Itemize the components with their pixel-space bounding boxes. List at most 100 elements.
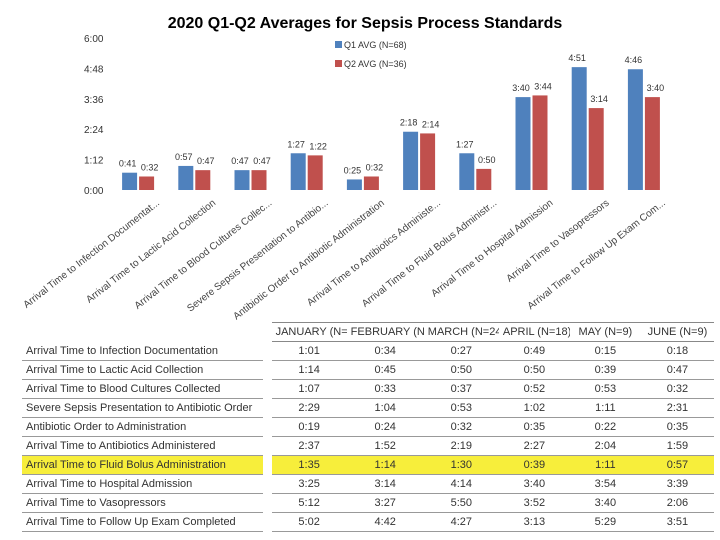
bar-q2 [532,95,548,190]
table-cell: 1:59 [640,436,714,456]
table-column-header: MARCH (N=24) [423,322,499,342]
table-corner [22,323,263,342]
bar-q1 [515,97,531,190]
table-row: Arrival Time to Blood Cultures Collected… [22,379,714,399]
bar-data-label: 2:18 [400,118,418,128]
legend-swatch [335,60,342,67]
table-gap [263,380,271,399]
table-cell: 2:31 [640,398,714,418]
table-cell: 2:19 [423,436,499,456]
table-cell: 1:30 [423,455,499,475]
table-cell: 0:39 [569,360,641,380]
table-cell: 3:40 [569,493,641,513]
table-gap [263,399,271,418]
bar-data-label: 1:27 [287,139,305,149]
y-tick-label: 0:00 [84,186,104,197]
table-row-label: Arrival Time to Antibiotics Administered [22,436,264,456]
table-column-header: JUNE (N=9) [640,322,714,342]
legend-entry: Q2 AVG (N=36) [344,59,407,69]
table-cell: 3:25 [271,474,347,494]
table-cell: 1:11 [569,455,641,475]
table-row-label: Arrival Time to Follow Up Exam Completed [22,512,264,532]
chart-legend: Q1 AVG (N=68) Q2 AVG (N=36) [335,40,407,69]
table-cell: 2:27 [498,436,570,456]
table-row-label: Antibiotic Order to Administration [22,417,264,437]
bar-q1 [178,165,194,190]
bar-q2 [307,155,323,190]
table-cell: 3:13 [498,512,570,532]
legend-swatch [335,41,342,48]
bar-data-label: 0:50 [478,155,496,165]
sepsis-bar-chart: 2020 Q1-Q2 Averages for Sepsis Process S… [22,15,668,320]
table-gap [263,494,271,513]
bars: 0:41 0:32 0:57 0:47 0:47 0:47 1:27 1:22 0:25 0:32… [119,53,664,190]
table-cell: 2:37 [271,436,347,456]
table-cell: 0:53 [423,398,499,418]
bar-q2 [195,170,211,190]
table-gap [263,361,271,380]
table-cell: 0:50 [498,360,570,380]
table-cell: 2:29 [271,398,347,418]
table-cell: 2:06 [640,493,714,513]
table-row: Arrival Time to Antibiotics Administered… [22,436,714,456]
table-cell: 0:18 [640,341,714,361]
table-cell: 3:27 [346,493,424,513]
table-cell: 1:11 [569,398,641,418]
table-header-row: JANUARY (N=24)FEBRUARY (N=20)MARCH (N=24… [22,322,714,342]
table-cell: 0:35 [640,417,714,437]
table-row-label: Severe Sepsis Presentation to Antibiotic… [22,398,264,418]
bar-data-label: 4:51 [568,53,586,63]
table-cell: 0:33 [346,379,424,399]
table-cell: 3:52 [498,493,570,513]
table-cell: 1:14 [346,455,424,475]
table-cell: 4:27 [423,512,499,532]
table-gap [263,342,271,361]
table-row: Arrival Time to Hospital Admission 3:25 3:… [22,474,714,494]
chart-title: 2020 Q1-Q2 Averages for Sepsis Process S… [168,15,563,32]
table-row-label: Arrival Time to Lactic Acid Collection [22,360,264,380]
table-cell: 3:54 [569,474,641,494]
bar-data-label: 0:32 [141,162,159,172]
table-cell: 1:07 [271,379,347,399]
bar-data-label: 3:44 [534,81,552,91]
table-cell: 1:52 [346,436,424,456]
table-row: Arrival Time to Infection Documentation 1… [22,341,714,361]
table-cell: 0:24 [346,417,424,437]
table-cell: 5:12 [271,493,347,513]
bar-q1 [627,69,643,190]
table-cell: 0:27 [423,341,499,361]
bar-data-label: 0:47 [197,156,215,166]
bar-q1 [571,67,587,190]
bar-data-label: 0:57 [175,152,193,162]
table-cell: 0:32 [423,417,499,437]
table-row-label: Arrival Time to Fluid Bolus Administrati… [22,455,264,475]
bar-q2 [139,176,155,190]
bar-q1 [122,172,138,190]
table-cell: 0:35 [498,417,570,437]
table-cell: 1:01 [271,341,347,361]
y-tick-label: 6:00 [84,34,104,45]
bar-data-label: 3:14 [590,94,608,104]
bar-data-label: 3:40 [647,83,665,93]
table-cell: 3:14 [346,474,424,494]
x-category-label: Arrival Time to Vasopressors [505,198,612,285]
table-row: Arrival Time to Lactic Acid Collection 1:… [22,360,714,380]
table-cell: 0:22 [569,417,641,437]
y-tick-label: 1:12 [84,156,104,167]
table-row-label: Arrival Time to Blood Cultures Collected [22,379,264,399]
table-body: Arrival Time to Infection Documentation 1… [22,341,714,532]
table-column-header: MAY (N=9) [569,322,641,342]
table-cell: 0:34 [346,341,424,361]
table-cell: 2:04 [569,436,641,456]
bar-q2 [588,108,604,190]
table-cell: 1:35 [271,455,347,475]
y-tick-label: 4:48 [84,64,104,75]
y-tick-label: 3:36 [84,95,104,106]
table-cell: 3:40 [498,474,570,494]
bar-q2 [363,176,379,190]
table-cell: 3:39 [640,474,714,494]
table-row-label: Arrival Time to Vasopressors [22,493,264,513]
table-cell: 5:29 [569,512,641,532]
table-cell: 1:14 [271,360,347,380]
table-cell: 1:02 [498,398,570,418]
